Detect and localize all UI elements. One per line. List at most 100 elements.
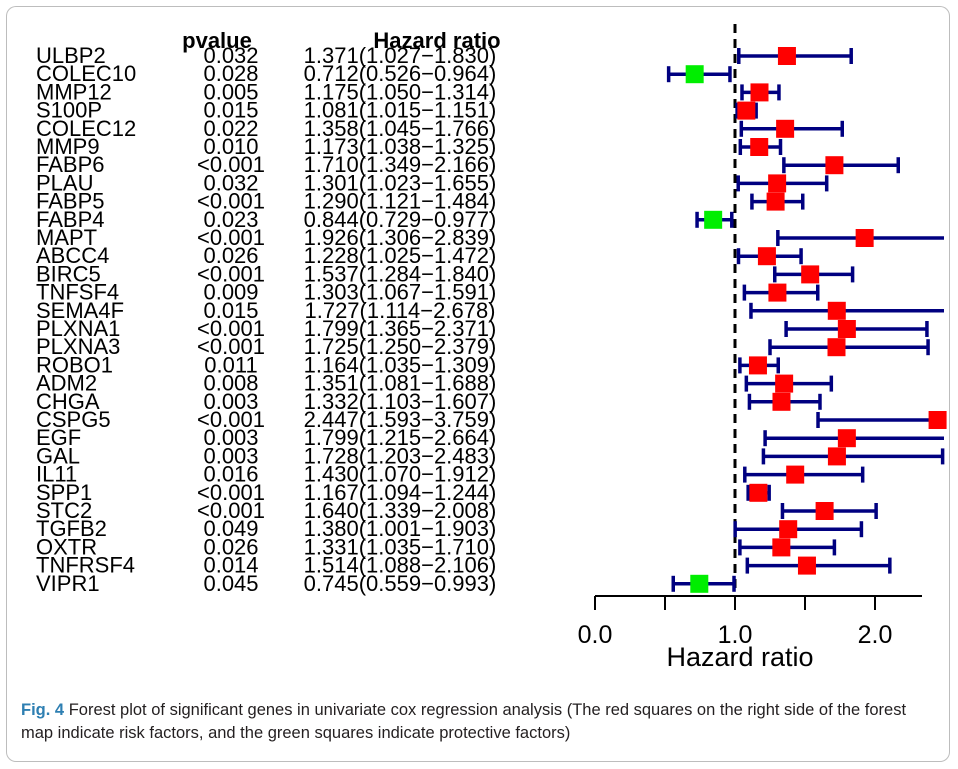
gene-label: ADM2 — [36, 371, 97, 396]
gene-label: FABP4 — [36, 207, 104, 232]
hazard-ratio-cell: 1.173(1.038−1.325) — [304, 134, 497, 159]
pvalue-cell: 0.015 — [203, 298, 258, 323]
risk-square — [786, 465, 805, 484]
risk-square — [757, 247, 776, 266]
hazard-ratio-cell: 1.371(1.027−1.830) — [304, 43, 497, 68]
risk-square — [772, 538, 791, 557]
gene-label: ROBO1 — [36, 352, 113, 377]
x-axis: Hazard ratio 0.01.02.03.0 — [578, 595, 922, 672]
pvalue-cell: <0.001 — [197, 189, 265, 214]
gene-label: CHGA — [36, 389, 100, 414]
pvalue-cell: <0.001 — [197, 498, 265, 523]
gene-label: PLAU — [36, 170, 93, 195]
risk-square — [928, 411, 947, 429]
hazard-ratio-cell: 1.290(1.121−1.484) — [304, 189, 497, 214]
gene-label: TGFB2 — [36, 516, 107, 541]
risk-square — [827, 447, 846, 466]
hazard-ratio-cell: 1.799(1.215−2.664) — [304, 425, 497, 450]
pvalue-cell: 0.009 — [203, 280, 258, 305]
risk-square — [768, 174, 787, 193]
pvalue-cell: 0.016 — [203, 462, 258, 487]
x-axis-label: Hazard ratio — [666, 642, 813, 672]
pvalue-cell: <0.001 — [197, 480, 265, 505]
risk-square — [855, 229, 874, 247]
risk-square — [750, 83, 769, 102]
gene-label: CSPG5 — [36, 407, 111, 432]
pvalue-cell: 0.032 — [203, 170, 258, 195]
risk-square — [815, 502, 834, 520]
hazard-ratio-cell: 1.301(1.023−1.655) — [304, 170, 497, 195]
pvalue-cell: <0.001 — [197, 152, 265, 177]
pvalue-cell: 0.026 — [203, 534, 258, 559]
hazard-ratio-cell: 1.380(1.001−1.903) — [304, 516, 497, 541]
gene-label: ABCC4 — [36, 243, 109, 268]
gene-label: PLXNA1 — [36, 316, 120, 341]
hazard-ratio-cell: 1.164(1.035−1.309) — [304, 352, 497, 377]
gene-label: MAPT — [36, 225, 97, 250]
risk-square — [737, 101, 756, 120]
pvalue-cell: <0.001 — [197, 334, 265, 359]
gene-label: FABP6 — [36, 152, 104, 177]
hazard-ratio-cell: 1.358(1.045−1.766) — [304, 116, 497, 141]
figure-caption: Fig. 4 Forest plot of significant genes … — [6, 690, 950, 762]
protective-square — [685, 65, 704, 84]
gene-label: SEMA4F — [36, 298, 124, 323]
gene-label: MMP12 — [36, 79, 112, 104]
hazard-ratio-cell: 1.725(1.250−2.379) — [304, 334, 497, 359]
hazard-ratio-cell: 1.175(1.050−1.314) — [304, 79, 497, 104]
hazard-ratio-cell: 1.081(1.015−1.151) — [304, 98, 497, 123]
risk-square — [779, 520, 798, 539]
hazard-ratio-cell: 1.728(1.203−2.483) — [304, 443, 497, 468]
risk-square — [827, 301, 846, 320]
hazard-ratio-cell: 1.351(1.081−1.688) — [304, 371, 497, 396]
hazard-ratio-cell: 1.228(1.025−1.472) — [304, 243, 497, 268]
hazard-ratio-cell: 1.303(1.067−1.591) — [304, 280, 497, 305]
gene-label: FABP5 — [36, 189, 104, 214]
pvalue-cell: 0.014 — [203, 553, 258, 578]
forest-plot: pvalue Hazard ratio ULBP2 0.032 1.371(1.02… — [36, 24, 947, 672]
risk-square — [772, 392, 791, 411]
pvalue-cell: 0.045 — [203, 571, 258, 596]
protective-square — [704, 210, 723, 229]
gene-label: COLEC10 — [36, 61, 136, 86]
hazard-ratio-cell: 1.332(1.103−1.607) — [304, 389, 497, 414]
pvalue-cell: 0.023 — [203, 207, 258, 232]
hazard-ratio-cell: 1.430(1.070−1.912) — [304, 462, 497, 487]
pvalue-column-header: pvalue — [182, 28, 252, 53]
risk-square — [749, 483, 768, 502]
x-tick-label: 1.0 — [718, 621, 753, 649]
hazard-ratio-cell: 1.727(1.114−2.678) — [304, 298, 495, 323]
gene-label: SPP1 — [36, 480, 92, 505]
x-tick-label: 2.0 — [858, 621, 893, 649]
gene-label: S100P — [36, 98, 102, 123]
risk-square — [797, 556, 816, 575]
gene-label: TNFRSF4 — [36, 553, 135, 578]
pvalue-cell: 0.008 — [203, 371, 258, 396]
risk-square — [776, 119, 795, 138]
pvalue-cell: 0.026 — [203, 243, 258, 268]
hazard-ratio-cell: 1.514(1.088−2.106) — [304, 553, 497, 578]
pvalue-cell: 0.015 — [203, 98, 258, 123]
x-tick-label: 0.0 — [578, 621, 613, 649]
hazard-ratio-cell: 1.799(1.365−2.371) — [304, 316, 497, 341]
pvalue-cell: 0.003 — [203, 425, 258, 450]
risk-square — [768, 283, 787, 302]
caption-label: Fig. 4 — [21, 701, 65, 719]
hazard-ratio-cell: 0.745(0.559−0.993) — [304, 571, 497, 596]
pvalue-cell: 0.022 — [203, 116, 258, 141]
gene-label: OXTR — [36, 534, 97, 559]
gene-label: ULBP2 — [36, 43, 106, 68]
risk-square — [837, 429, 856, 448]
risk-square — [837, 320, 856, 338]
gene-label: COLEC12 — [36, 116, 136, 141]
risk-square — [766, 192, 785, 211]
hazard-ratio-cell: 1.537(1.284−1.840) — [304, 261, 497, 286]
gene-label: BIRC5 — [36, 261, 101, 286]
risk-square — [777, 47, 796, 65]
gene-label: MMP9 — [36, 134, 100, 159]
table-layer: pvalue Hazard ratio ULBP2 0.032 1.371(1.02… — [36, 28, 501, 596]
gene-label: EGF — [36, 425, 81, 450]
hazard-ratio-cell: 1.167(1.094−1.244) — [304, 480, 497, 505]
gene-label: TNFSF4 — [36, 280, 119, 305]
gene-label: STC2 — [36, 498, 92, 523]
